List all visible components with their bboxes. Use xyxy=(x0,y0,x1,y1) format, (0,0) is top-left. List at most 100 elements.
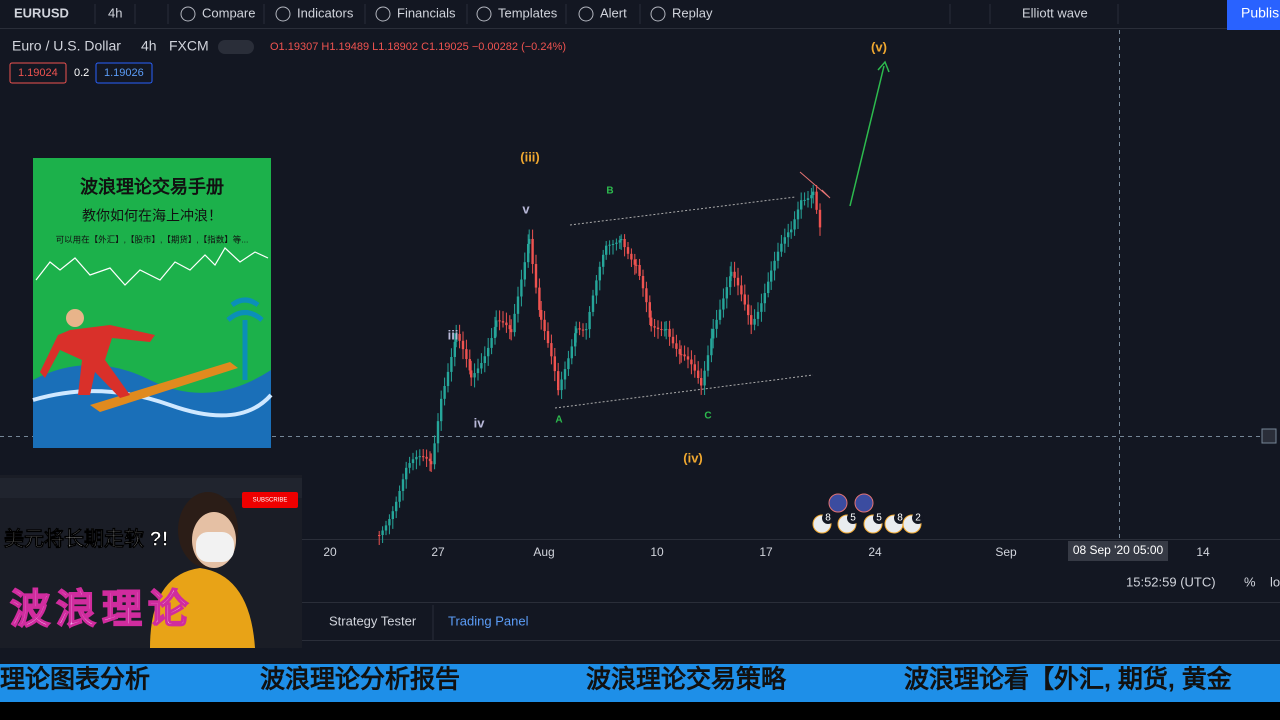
log-toggle[interactable]: lo xyxy=(1270,574,1280,589)
x-tick-label: 20 xyxy=(323,545,337,559)
interval[interactable]: 4h xyxy=(108,5,122,20)
candle-body xyxy=(693,364,696,371)
candle-body xyxy=(531,238,534,265)
candle-body xyxy=(760,303,763,312)
candle-body xyxy=(483,356,486,364)
candle-body xyxy=(623,238,626,248)
candle-body xyxy=(523,262,526,280)
toolbar-icon xyxy=(578,6,594,22)
video-overlay xyxy=(0,475,302,648)
ticker-bar xyxy=(0,664,1280,702)
candle-body xyxy=(588,311,591,330)
arrow-head xyxy=(877,60,890,73)
candle-body xyxy=(528,238,531,244)
legend-symbol: Euro / U.S. Dollar xyxy=(12,38,121,54)
candle-body xyxy=(671,336,675,344)
x-tick-label: 17 xyxy=(759,545,773,559)
candle-body xyxy=(665,328,668,330)
candle-body xyxy=(763,293,766,304)
wave-label: iv xyxy=(474,415,486,430)
candle-body xyxy=(567,358,570,370)
candle-body xyxy=(787,232,790,238)
ticker-footer xyxy=(0,702,1280,720)
candle-body xyxy=(384,525,388,531)
candle-body xyxy=(743,294,746,305)
toolbar-button[interactable]: Financials xyxy=(397,5,456,20)
candle-body xyxy=(425,456,428,459)
candle-body xyxy=(473,373,476,378)
candle-body xyxy=(422,456,425,458)
publish-button[interactable] xyxy=(1227,0,1280,30)
candle-body xyxy=(697,370,700,379)
candle-body xyxy=(418,456,421,458)
candle-body xyxy=(645,288,648,303)
candle-body xyxy=(455,333,458,342)
event-count: 2 xyxy=(915,513,921,524)
bid: 1.19024 xyxy=(18,67,58,79)
toolbar-button[interactable]: Alert xyxy=(600,5,627,20)
candle-body xyxy=(575,328,578,334)
ohlc: O1.19307 H1.19489 L1.18902 C1.19025 −0.0… xyxy=(270,41,566,53)
toolbar-button[interactable]: Templates xyxy=(498,5,558,20)
candle-body xyxy=(776,251,780,261)
candle-body xyxy=(560,379,563,391)
candle-body xyxy=(578,328,581,330)
candle-body xyxy=(790,229,793,233)
candle-body xyxy=(706,355,710,371)
candle-body xyxy=(465,349,468,360)
candle-body xyxy=(436,421,440,444)
toolbar-button[interactable]: Replay xyxy=(672,5,713,20)
candle-body xyxy=(563,369,567,380)
toolbar-button[interactable]: Indicators xyxy=(297,5,354,20)
candle-body xyxy=(648,302,651,318)
candle-body xyxy=(815,191,818,210)
x-tick-label: Aug xyxy=(533,545,554,559)
ad-surfer-head xyxy=(66,309,84,327)
candle-body xyxy=(428,458,432,462)
crosshair-label: 08 Sep '20 05:00 xyxy=(1073,543,1164,557)
candle-body xyxy=(487,347,490,357)
panel-tab[interactable]: Trading Panel xyxy=(448,613,529,628)
candle-body xyxy=(722,298,725,310)
video-headline: 美元将长期走软 ?! xyxy=(4,526,168,550)
toolbar-button[interactable]: Compare xyxy=(202,5,255,20)
event-icon xyxy=(828,493,848,513)
candle-body xyxy=(656,327,660,330)
candle-body xyxy=(747,304,750,316)
candle-body xyxy=(668,328,671,337)
legend-exchange: FXCM xyxy=(169,38,209,54)
percent-toggle[interactable]: % xyxy=(1244,574,1256,589)
panel-tab[interactable]: Strategy Tester xyxy=(329,613,417,628)
ticker-text: 波浪理论看【外汇, 期货, 黄金 xyxy=(904,665,1233,694)
subscribe-button[interactable] xyxy=(242,492,298,508)
candle-body xyxy=(630,253,633,260)
candle-body xyxy=(712,328,715,339)
candle-body xyxy=(595,280,598,296)
candle-body xyxy=(538,287,541,310)
toolbar-icon xyxy=(650,6,666,22)
candle-body xyxy=(730,271,733,277)
symbol[interactable]: EURUSD xyxy=(14,5,69,20)
legend-interval: 4h xyxy=(141,38,157,54)
candle-body xyxy=(767,281,770,294)
candle-body xyxy=(729,276,732,288)
candle-body xyxy=(543,319,546,332)
publish-label[interactable]: Publis xyxy=(1241,5,1279,21)
candle-body xyxy=(650,317,653,327)
candle-body xyxy=(753,318,756,325)
candle-body xyxy=(683,354,686,357)
video-toolbar xyxy=(0,478,302,498)
event-count: 8 xyxy=(825,513,831,524)
ask: 1.19026 xyxy=(104,67,144,79)
candle-body xyxy=(803,199,806,201)
drawing-select[interactable]: Elliott wave xyxy=(1022,5,1088,20)
triangle-drawing xyxy=(799,171,831,199)
event-count-bg xyxy=(847,512,859,524)
event-count: 5 xyxy=(876,513,882,524)
candle-body xyxy=(641,275,645,289)
wave-label: (iii) xyxy=(520,149,540,164)
event-count-bg xyxy=(873,512,885,524)
toolbar-icon xyxy=(375,6,391,22)
